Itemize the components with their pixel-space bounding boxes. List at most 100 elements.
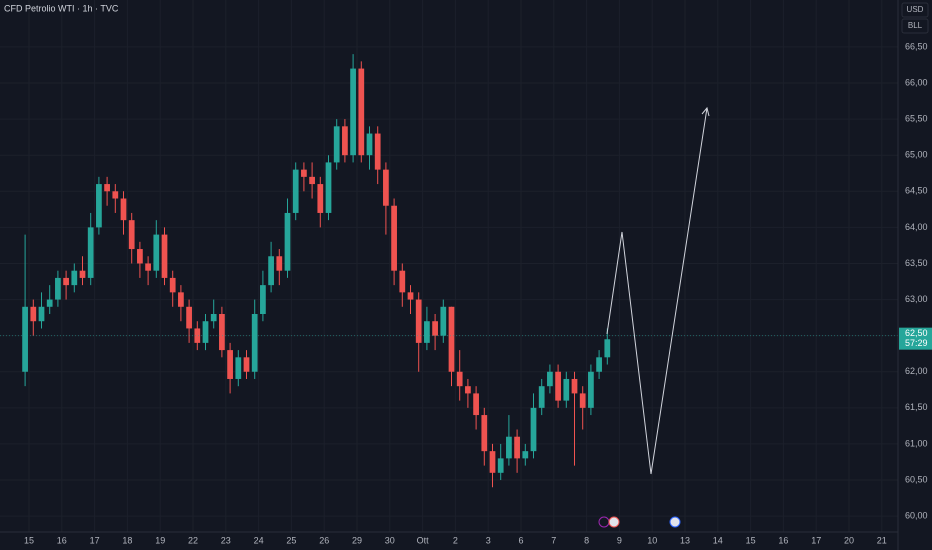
candle-body (579, 393, 586, 408)
grid (0, 0, 898, 532)
candle-body (194, 328, 201, 343)
candle-body (407, 292, 414, 300)
candle-body (342, 126, 348, 156)
candle-body (30, 306, 37, 322)
currency-button[interactable] (901, 2, 929, 18)
event-icon[interactable] (598, 516, 610, 528)
candle-body (38, 306, 45, 322)
x-tick-label: 25 (286, 535, 296, 545)
candle-body (153, 234, 160, 271)
x-tick-label: 17 (90, 535, 100, 545)
x-tick-label: 23 (221, 535, 231, 545)
candle-body (424, 321, 430, 343)
candle-body (96, 184, 102, 228)
x-tick-label: 30 (385, 535, 395, 545)
candle-body (22, 306, 28, 372)
unit[interactable]: BLL (908, 21, 923, 30)
y-tick-label: 65,00 (905, 150, 928, 160)
x-tick-label: 13 (680, 535, 690, 545)
candle-body (178, 292, 184, 307)
candle-body (276, 256, 283, 271)
axis: 60,00 60,50 61,00 61,50 62,00 62,50 63,00 63,50… (24, 41, 932, 545)
y-tick-label: 64,00 (905, 222, 928, 232)
candle-body (243, 357, 250, 372)
last-price-label: 62,50 (905, 328, 928, 338)
candle-body (530, 407, 537, 452)
candle-body (350, 68, 356, 156)
candle-body (506, 436, 512, 459)
candle-body (292, 169, 299, 213)
x-tick-label: 19 (155, 535, 165, 545)
candle-body (489, 451, 496, 473)
candle-body (415, 299, 422, 343)
currency[interactable]: USD (907, 5, 924, 14)
candle-body (522, 451, 529, 459)
y-tick-label: 66,50 (905, 41, 928, 51)
candle-body (104, 184, 110, 192)
x-tick-label: 6 (518, 535, 523, 545)
candle-body (128, 220, 135, 250)
candle-body (55, 277, 61, 300)
x-tick-label: Ott (417, 535, 430, 545)
candle-body (235, 357, 242, 379)
x-tick-label: 17 (811, 535, 821, 545)
candle-body (79, 270, 86, 278)
candle-body (358, 68, 365, 156)
candle-body (169, 277, 176, 293)
event-icon[interactable] (669, 516, 681, 528)
candle-body (383, 169, 389, 206)
candle-body (473, 393, 479, 416)
x-tick-label: 10 (647, 535, 657, 545)
candle-body (120, 198, 127, 221)
y-tick-label: 63,00 (905, 294, 928, 304)
x-tick-label: 26 (319, 535, 329, 545)
candle-body (325, 162, 332, 213)
y-tick-label: 65,50 (905, 113, 928, 123)
candle-body (538, 386, 545, 408)
event-icon[interactable] (608, 516, 620, 528)
x-tick-label: 18 (122, 535, 132, 545)
candle-body (465, 386, 471, 394)
x-tick-label: 2 (453, 535, 458, 545)
y-tick-label: 63,50 (905, 258, 928, 268)
x-tick-label: 8 (584, 535, 589, 545)
candle-body (366, 133, 373, 156)
x-tick-label: 20 (844, 535, 854, 545)
candle-body (63, 277, 69, 286)
candle-body (448, 306, 455, 372)
candle-body (547, 371, 553, 387)
drawing-path (606, 107, 708, 475)
candle-body (137, 249, 143, 264)
candle-body (391, 205, 397, 271)
candle-body (301, 169, 307, 177)
y-tick-label: 62,00 (905, 366, 928, 376)
candle-body (284, 212, 291, 271)
candle-body (186, 306, 192, 329)
candle-body (440, 306, 447, 336)
drawing-arrowhead (701, 106, 710, 117)
candle-body (497, 458, 504, 473)
y-tick-label: 66,00 (905, 77, 928, 87)
y-tick-label: 61,50 (905, 402, 928, 412)
candle-body (202, 321, 209, 343)
unit-button[interactable] (901, 18, 929, 34)
x-tick-label: 16 (57, 535, 67, 545)
x-tick-label: 16 (778, 535, 788, 545)
candle-body (374, 133, 381, 170)
candle-body (481, 415, 488, 452)
x-tick-label: 21 (877, 535, 887, 545)
candle-body (227, 350, 233, 379)
candle-body (563, 378, 570, 401)
candle-body (317, 184, 324, 213)
candle-body (596, 357, 602, 372)
candle-body (71, 270, 78, 286)
x-tick-label: 14 (713, 535, 723, 545)
y-tick-label: 61,00 (905, 438, 928, 448)
x-tick-label: 15 (24, 535, 34, 545)
candle-body (46, 299, 53, 307)
candle-body (309, 176, 315, 185)
candle-body (268, 256, 274, 286)
candles (0, 54, 898, 488)
